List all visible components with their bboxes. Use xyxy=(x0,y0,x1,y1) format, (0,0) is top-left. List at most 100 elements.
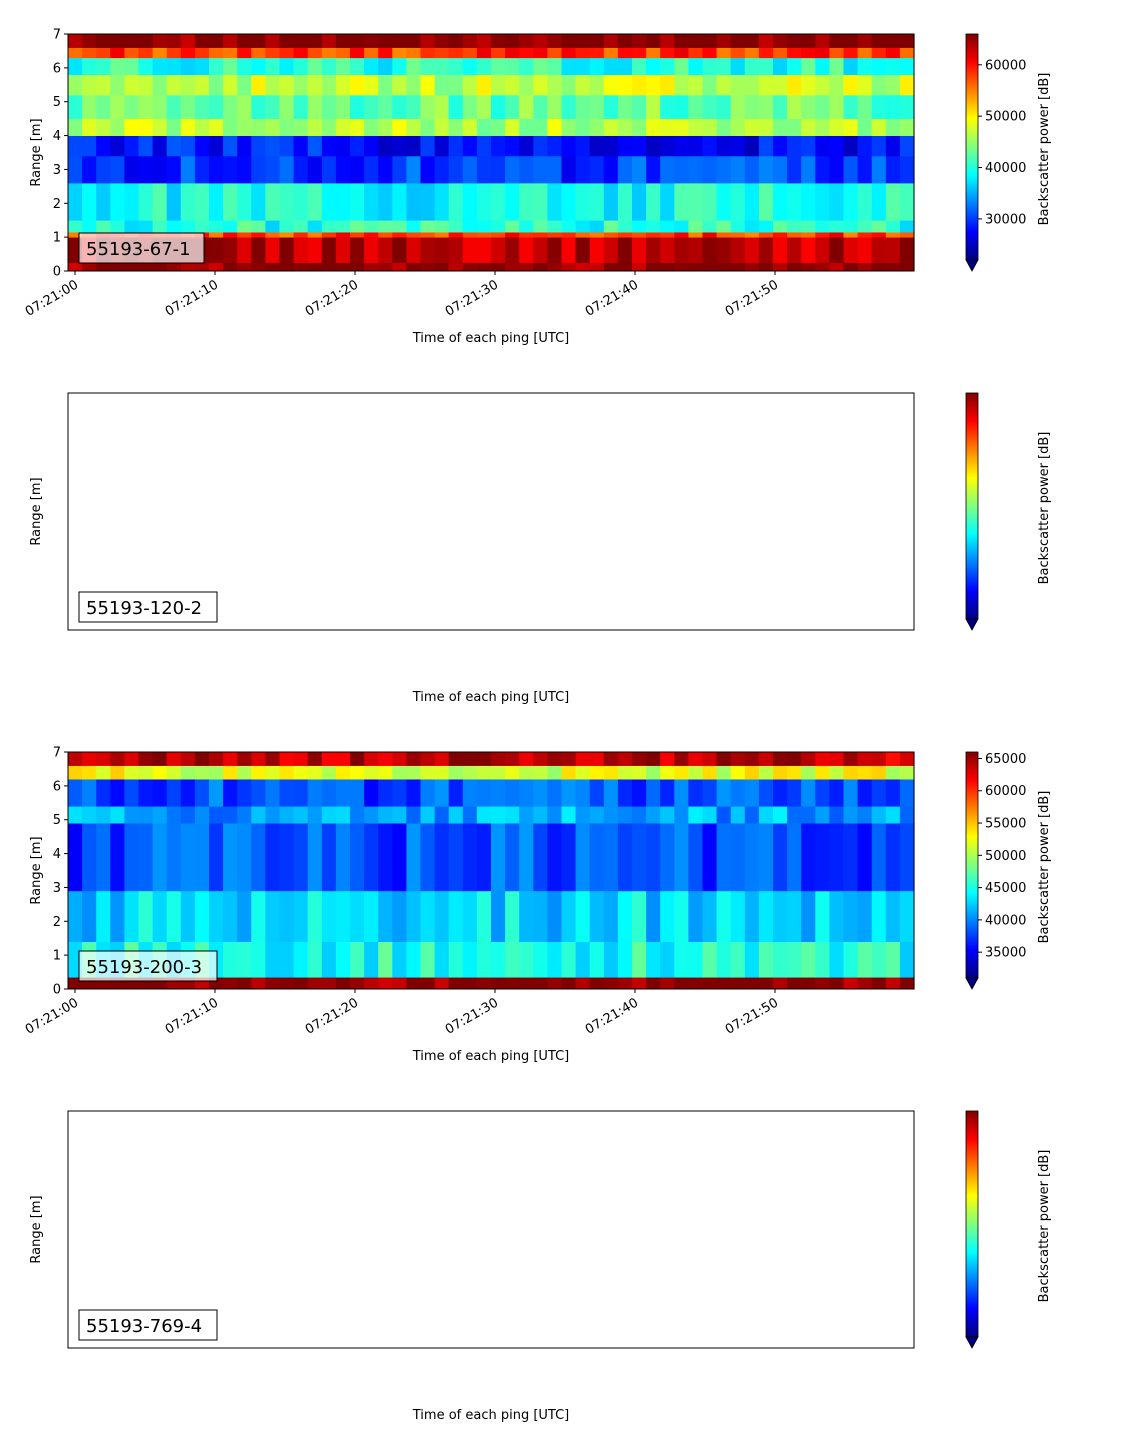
heatmap-cell xyxy=(533,74,548,96)
heatmap-cell xyxy=(547,182,563,221)
heatmap-cell xyxy=(251,752,266,766)
heatmap-cell xyxy=(166,34,182,48)
heatmap-cell xyxy=(646,34,661,48)
heatmap-cell xyxy=(364,220,379,233)
heatmap-cell xyxy=(251,74,266,96)
heatmap-cell xyxy=(68,118,83,136)
heatmap-cell xyxy=(307,57,323,76)
heatmap-cell xyxy=(335,155,351,184)
heatmap-cell xyxy=(364,57,379,76)
heatmap-cell xyxy=(462,182,478,221)
heatmap-cell xyxy=(716,232,732,238)
heatmap-cell xyxy=(251,890,266,942)
heatmap-cell xyxy=(730,57,746,76)
heatmap-cell xyxy=(561,74,577,96)
heatmap-cell xyxy=(491,220,506,233)
heatmap-cell xyxy=(632,752,647,766)
panel-label-4: 55193-769-4 xyxy=(86,1316,202,1337)
heatmap-cell xyxy=(420,220,436,233)
heatmap-cell xyxy=(335,220,351,233)
x-tick-label: 07:21:20 xyxy=(303,277,361,319)
heatmap-cell xyxy=(603,220,619,233)
heatmap-cell xyxy=(420,765,436,780)
heatmap-cell xyxy=(702,135,718,157)
heatmap-cell xyxy=(646,806,661,824)
heatmap-cell xyxy=(364,237,379,263)
heatmap-cell xyxy=(505,135,520,157)
heatmap-cell xyxy=(730,806,746,824)
heatmap-cell xyxy=(434,806,450,824)
heatmap-cell xyxy=(420,232,436,238)
heatmap-cell xyxy=(533,779,548,807)
heatmap-cell xyxy=(392,765,407,780)
heatmap-cell xyxy=(321,118,337,136)
heatmap-cell xyxy=(829,118,845,136)
heatmap-cell xyxy=(589,823,605,892)
heatmap-cell xyxy=(575,765,591,780)
heatmap-cell xyxy=(829,890,845,942)
heatmap-cell xyxy=(279,823,295,892)
heatmap-cell xyxy=(688,237,704,263)
heatmap-cell xyxy=(378,135,393,157)
heatmap-cell xyxy=(589,262,605,272)
label-box-1 xyxy=(78,232,205,264)
heatmap-cell xyxy=(547,752,563,766)
heatmap-cell xyxy=(293,155,309,184)
heatmap-cell xyxy=(871,135,887,157)
heatmap-cell xyxy=(885,57,901,76)
heatmap-cell xyxy=(688,941,704,978)
heatmap-cell xyxy=(279,118,295,136)
heatmap-cell xyxy=(180,806,196,824)
heatmap-cell xyxy=(603,779,619,807)
heatmap-cell xyxy=(476,262,492,272)
heatmap-cell xyxy=(632,779,647,807)
heatmap-cell xyxy=(476,220,492,233)
heatmap-cell xyxy=(265,232,281,238)
x-tick-label: 07:21:00 xyxy=(23,995,81,1037)
heatmap-cell xyxy=(152,94,168,120)
heatmap-cell xyxy=(871,765,887,780)
heatmap-cell xyxy=(321,977,337,990)
heatmap-cell xyxy=(110,74,125,96)
heatmap-cell xyxy=(68,94,83,120)
heatmap-cell xyxy=(335,779,351,807)
heatmap-cell xyxy=(519,232,534,238)
y-tick-label: 0 xyxy=(53,265,61,280)
heatmap-cell xyxy=(547,806,563,824)
heatmap-cell xyxy=(843,47,859,59)
heatmap-cell xyxy=(378,752,393,766)
heatmap-cell xyxy=(519,94,534,120)
heatmap-cell xyxy=(223,94,238,120)
heatmap-cell xyxy=(688,118,704,136)
heatmap-cell xyxy=(110,155,125,184)
heatmap-cell xyxy=(646,752,661,766)
heatmap-cell xyxy=(575,752,591,766)
heatmap-cell xyxy=(223,47,238,59)
heatmap-cell xyxy=(434,57,450,76)
heatmap-cell xyxy=(265,118,281,136)
heatmap-cell xyxy=(603,262,619,272)
heatmap-cell xyxy=(674,182,689,221)
heatmap-cell xyxy=(829,941,845,978)
heatmap-cell xyxy=(603,890,619,942)
x-tick-label: 07:21:50 xyxy=(723,995,781,1037)
heatmap-cell xyxy=(392,779,407,807)
label-box-2 xyxy=(78,591,218,623)
heatmap-cell xyxy=(420,752,436,766)
heatmap-cell xyxy=(843,752,859,766)
heatmap-cell xyxy=(434,765,450,780)
heatmap-cell xyxy=(491,765,506,780)
heatmap-cell xyxy=(434,220,450,233)
heatmap-cell xyxy=(773,890,788,942)
heatmap-cell xyxy=(505,890,520,942)
heatmap-cell xyxy=(434,47,450,59)
heatmap-cell xyxy=(632,232,647,238)
heatmap-cell xyxy=(434,74,450,96)
heatmap-cell xyxy=(96,34,111,48)
heatmap-cell xyxy=(265,135,281,157)
heatmap-cell xyxy=(209,237,224,263)
heatmap-cell xyxy=(688,135,704,157)
heatmap-cell xyxy=(293,237,309,263)
heatmap-cell xyxy=(899,74,915,96)
heatmap-cell xyxy=(124,135,140,157)
